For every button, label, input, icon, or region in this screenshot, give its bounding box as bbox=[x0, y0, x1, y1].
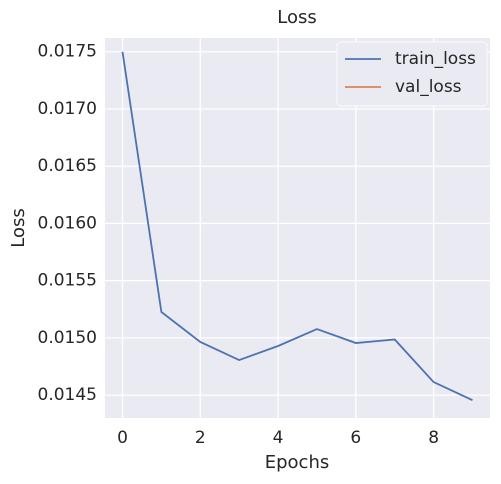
y-axis-label: Loss bbox=[8, 208, 29, 247]
y-tick-label: 0.0160 bbox=[38, 213, 97, 233]
y-tick-label: 0.0170 bbox=[38, 99, 97, 119]
y-tick-label: 0.0150 bbox=[38, 328, 97, 348]
y-tick-label: 0.0165 bbox=[38, 156, 97, 176]
legend-box bbox=[336, 41, 488, 107]
legend-label: train_loss bbox=[395, 49, 476, 69]
y-tick-label: 0.0155 bbox=[38, 271, 97, 291]
x-tick-label: 6 bbox=[350, 428, 361, 448]
x-axis-label: Epochs bbox=[265, 452, 330, 473]
y-tick-label: 0.0145 bbox=[38, 385, 97, 405]
chart-title: Loss bbox=[277, 7, 316, 28]
legend-label: val_loss bbox=[395, 77, 462, 97]
line-series bbox=[121, 51, 473, 401]
x-tick-label: 2 bbox=[195, 428, 206, 448]
y-tick-label: 0.0175 bbox=[38, 42, 97, 62]
x-tick-label: 4 bbox=[273, 428, 284, 448]
x-tick-label: 8 bbox=[428, 428, 439, 448]
x-tick-label: 0 bbox=[117, 428, 128, 448]
